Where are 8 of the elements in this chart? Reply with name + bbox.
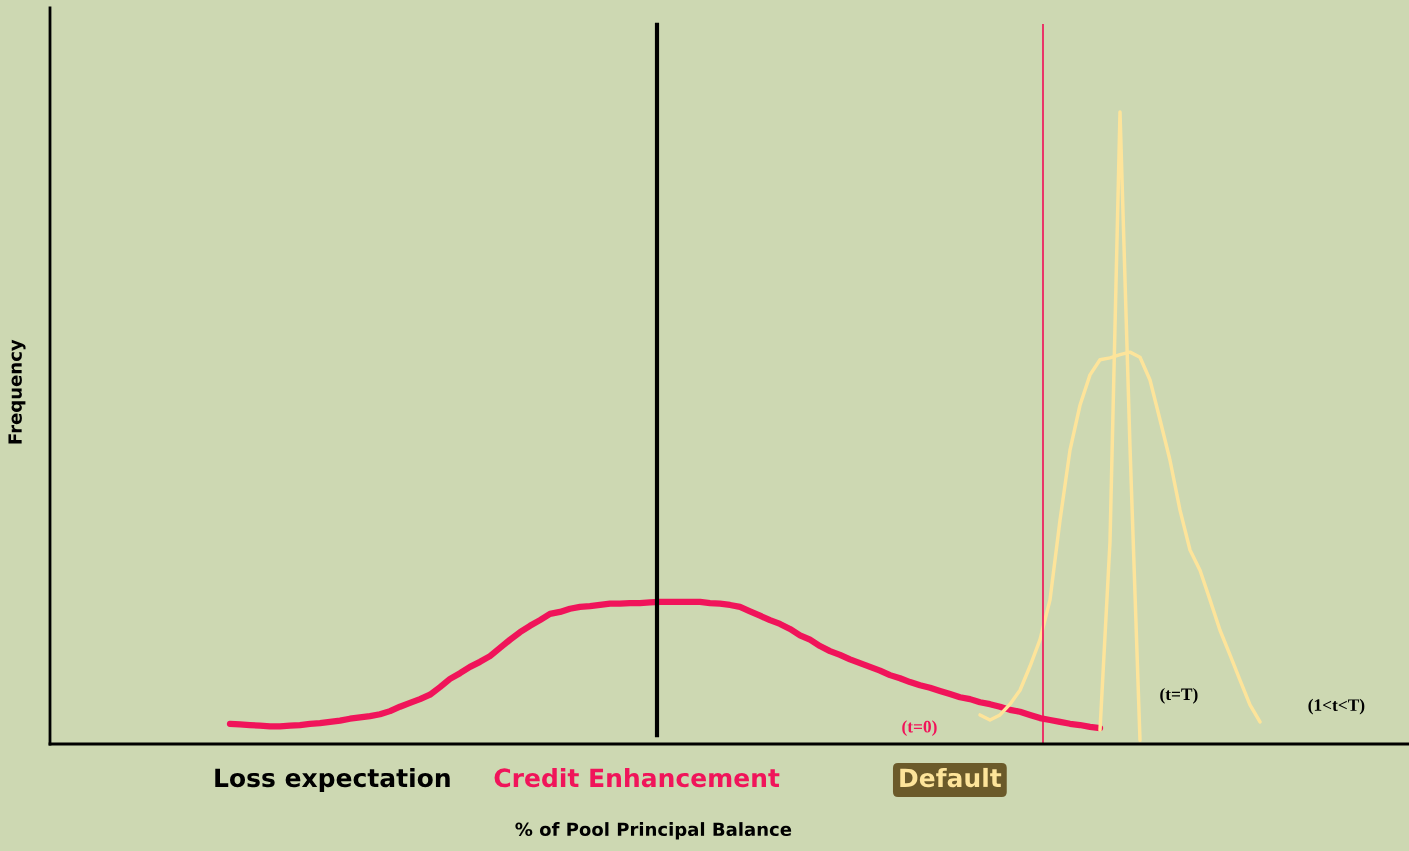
x-axis-title: % of Pool Principal Balance bbox=[515, 822, 792, 840]
y-axis-title: Frequency bbox=[8, 339, 26, 444]
text: Default bbox=[900, 767, 1002, 788]
text: Credit Enhancement bbox=[494, 767, 780, 788]
series-label: (t=T) bbox=[1160, 687, 1198, 704]
text: Loss expectation bbox=[215, 767, 450, 793]
series-label: (t=0) bbox=[902, 720, 937, 737]
text: (1<t<T) bbox=[1308, 698, 1365, 715]
